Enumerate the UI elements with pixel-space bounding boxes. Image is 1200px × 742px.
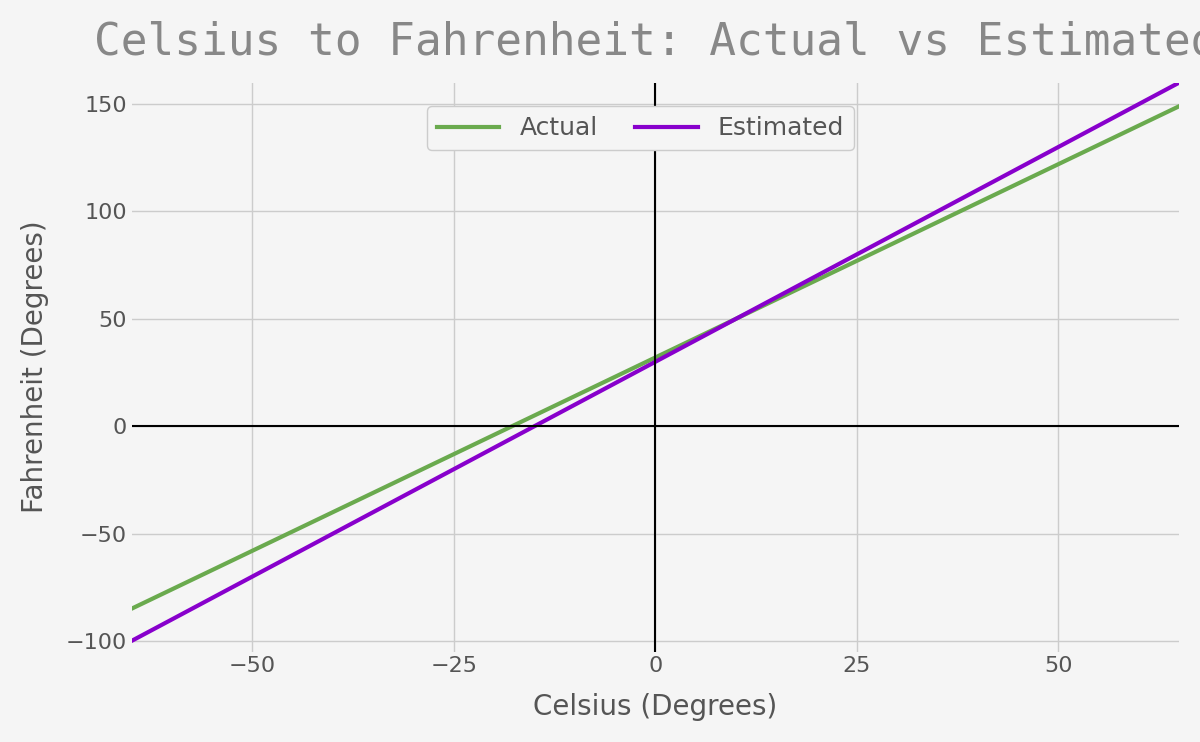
Title: Celsius to Fahrenheit: Actual vs Estimated: Celsius to Fahrenheit: Actual vs Estimat… xyxy=(94,21,1200,64)
Actual xyxy=(125,604,139,613)
Line: Estimated: Estimated xyxy=(132,82,1180,641)
Estimated xyxy=(748,304,762,313)
Estimated xyxy=(125,637,139,646)
Line: Actual: Actual xyxy=(132,106,1180,608)
Estimated xyxy=(629,368,643,377)
Actual xyxy=(748,305,762,314)
Actual xyxy=(691,332,706,341)
Estimated xyxy=(691,335,706,344)
Actual xyxy=(1147,114,1162,122)
Actual xyxy=(1172,102,1187,111)
Estimated xyxy=(622,371,636,380)
Estimated xyxy=(1172,78,1187,87)
Y-axis label: Fahrenheit (Degrees): Fahrenheit (Degrees) xyxy=(20,221,49,513)
Estimated xyxy=(983,179,997,188)
Actual xyxy=(629,363,643,372)
X-axis label: Celsius (Degrees): Celsius (Degrees) xyxy=(533,693,778,721)
Actual xyxy=(622,366,636,375)
Estimated xyxy=(1147,91,1162,100)
Legend: Actual, Estimated: Actual, Estimated xyxy=(427,107,854,151)
Actual xyxy=(983,192,997,201)
